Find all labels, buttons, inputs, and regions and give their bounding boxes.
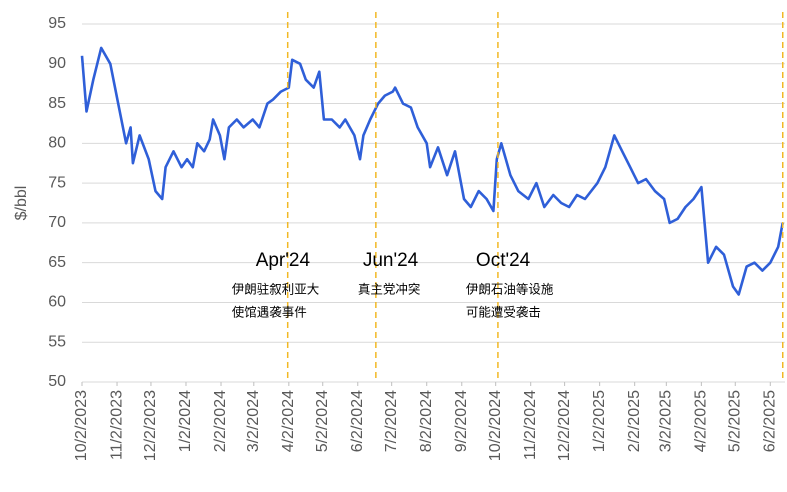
- y-tick-label: 85: [48, 95, 66, 112]
- x-tick-label: 2/2/2025: [626, 390, 643, 452]
- x-tick-label: 9/2/2024: [453, 390, 470, 452]
- x-tick-label: 7/2/2024: [383, 390, 400, 452]
- event-text: 伊朗驻叙利亚大: [232, 281, 320, 296]
- y-tick-label: 75: [48, 174, 66, 191]
- x-tick-label: 4/2/2025: [693, 390, 710, 452]
- y-tick-label: 80: [48, 135, 66, 152]
- y-tick-label: 70: [48, 214, 66, 231]
- y-tick-label: 65: [48, 254, 66, 271]
- event-label: Oct'24: [476, 250, 531, 271]
- x-tick-label: 5/2/2024: [314, 390, 331, 452]
- x-tick-label: 2/2/2024: [212, 390, 229, 452]
- x-tick-label: 3/2/2024: [245, 390, 262, 452]
- x-tick-label: 8/2/2024: [418, 390, 435, 452]
- x-tick-label: 10/2/2024: [487, 390, 504, 461]
- x-tick-label: 1/2/2025: [591, 390, 608, 452]
- x-tick-label: 3/2/2025: [658, 390, 675, 452]
- event-text: 可能遭受袭击: [466, 304, 541, 319]
- x-tick-label: 6/2/2025: [762, 390, 779, 452]
- x-tick-label: 5/2/2025: [726, 390, 743, 452]
- y-axis-label: $/bbl: [13, 186, 30, 221]
- event-label: Apr'24: [256, 250, 311, 271]
- x-tick-label: 1/2/2024: [177, 390, 194, 452]
- event-label: Jun'24: [363, 250, 419, 271]
- x-tick-label: 4/2/2024: [280, 390, 297, 452]
- y-tick-label: 55: [48, 333, 66, 350]
- x-tick-label: 10/2/2023: [73, 390, 90, 461]
- event-text: 真主党冲突: [358, 281, 421, 296]
- x-tick-label: 11/2/2023: [108, 390, 125, 460]
- y-tick-label: 50: [48, 373, 66, 390]
- event-text: 使馆遇袭事件: [232, 304, 307, 319]
- y-tick-label: 90: [48, 55, 66, 72]
- y-tick-label: 60: [48, 294, 66, 311]
- x-tick-label: 11/2/2024: [522, 390, 539, 460]
- y-tick-label: 95: [48, 15, 66, 32]
- x-tick-label: 12/2/2024: [556, 390, 573, 461]
- event-text: 伊朗石油等设施: [466, 281, 554, 296]
- x-tick-label: 12/2/2023: [142, 390, 159, 461]
- x-tick-label: 6/2/2024: [349, 390, 366, 452]
- price-line: [80, 46, 784, 296]
